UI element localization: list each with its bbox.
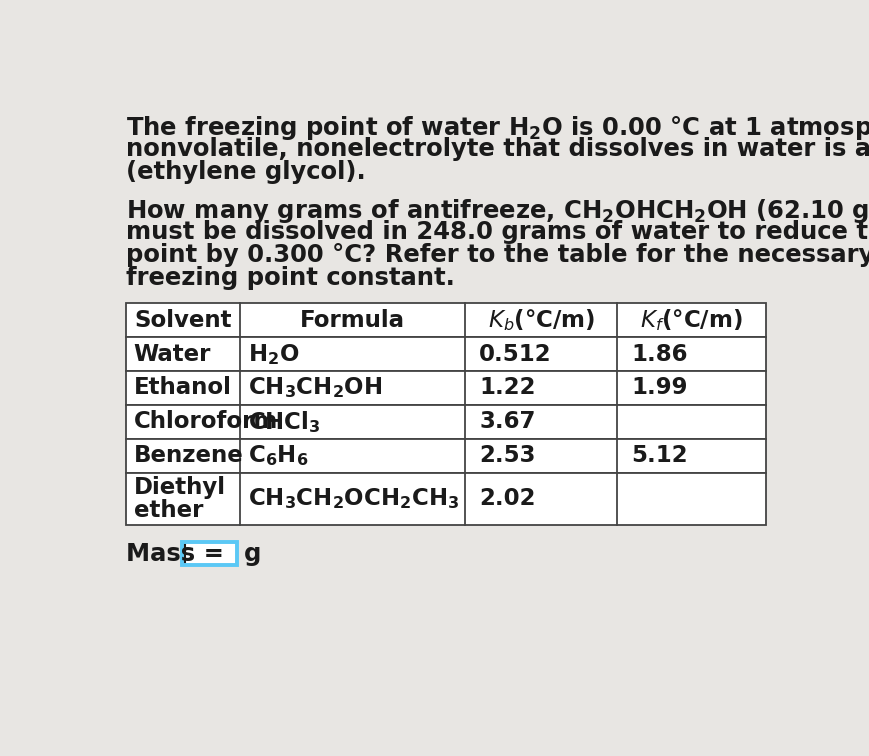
Text: point by 0.300 °C? Refer to the table for the necessary boiling or: point by 0.300 °C? Refer to the table fo…	[126, 243, 869, 267]
Bar	[126, 438, 765, 472]
Bar	[126, 303, 765, 337]
Text: $K_b$(°C/m): $K_b$(°C/m)	[487, 307, 594, 333]
Text: ether: ether	[134, 499, 202, 522]
Text: nonvolatile, nonelectrolyte that dissolves in water is antifreeze: nonvolatile, nonelectrolyte that dissolv…	[126, 137, 869, 161]
Bar	[126, 371, 765, 405]
Text: 1.99: 1.99	[630, 376, 687, 399]
Bar	[126, 405, 765, 438]
Text: 1.86: 1.86	[630, 342, 687, 366]
Text: Ethanol: Ethanol	[134, 376, 231, 399]
Text: 1.22: 1.22	[479, 376, 535, 399]
FancyBboxPatch shape	[182, 542, 237, 565]
Text: $K_f$(°C/m): $K_f$(°C/m)	[640, 307, 742, 333]
Text: Formula: Formula	[300, 308, 405, 332]
Text: Mass =: Mass =	[126, 542, 223, 566]
Text: g: g	[243, 542, 261, 566]
Text: Water: Water	[134, 342, 210, 366]
Text: $\mathbf{CH_3CH_2OCH_2CH_3}$: $\mathbf{CH_3CH_2OCH_2CH_3}$	[248, 486, 459, 511]
Text: freezing point constant.: freezing point constant.	[126, 266, 454, 290]
Bar	[126, 472, 765, 525]
Text: $\mathbf{CH_3CH_2OH}$: $\mathbf{CH_3CH_2OH}$	[248, 376, 382, 401]
Text: 0.512: 0.512	[479, 342, 551, 366]
Text: $\mathbf{CHCl_3}$: $\mathbf{CHCl_3}$	[248, 409, 321, 435]
Text: Chloroform: Chloroform	[134, 411, 277, 433]
Text: 2.02: 2.02	[479, 488, 535, 510]
Text: The freezing point of water $\mathbf{H_2O}$ is 0.00 °C at 1 atmosphere. A: The freezing point of water $\mathbf{H_2…	[126, 114, 869, 142]
Text: must be dissolved in 248.0 grams of water to reduce the freezing: must be dissolved in 248.0 grams of wate…	[126, 220, 869, 244]
Text: Benzene: Benzene	[134, 445, 243, 467]
Text: (ethylene glycol).: (ethylene glycol).	[126, 160, 365, 184]
Text: $\mathbf{C_6H_6}$: $\mathbf{C_6H_6}$	[248, 443, 308, 468]
Text: 5.12: 5.12	[630, 445, 687, 467]
Text: How many grams of antifreeze, $\mathbf{CH_2OHCH_2OH}$ (62.10 g/mol),: How many grams of antifreeze, $\mathbf{C…	[126, 197, 869, 225]
Text: 2.53: 2.53	[479, 445, 535, 467]
Text: 3.67: 3.67	[479, 411, 535, 433]
Bar	[126, 337, 765, 371]
Text: $\mathbf{H_2O}$: $\mathbf{H_2O}$	[248, 342, 299, 367]
Text: Diethyl: Diethyl	[134, 476, 225, 499]
Text: Solvent: Solvent	[134, 308, 232, 332]
